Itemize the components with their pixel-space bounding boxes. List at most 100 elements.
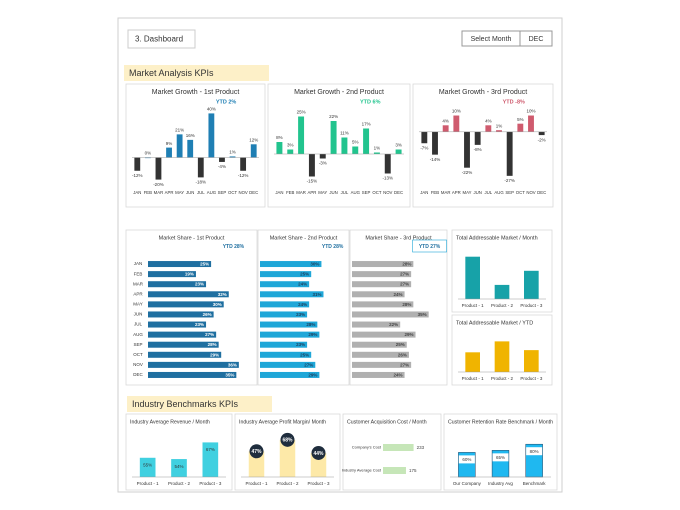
value-label: 4%: [442, 118, 449, 123]
chart-title: Market Share - 2nd Product: [270, 235, 338, 241]
bar: [148, 341, 219, 348]
bar: [363, 128, 370, 154]
value-label: 31%: [312, 292, 321, 297]
value-label: 26%: [203, 312, 212, 317]
bar: [176, 134, 183, 158]
bar: [352, 361, 412, 368]
bar: [144, 157, 151, 159]
x-tick-label: Our Company: [453, 481, 482, 486]
x-tick-label: Product - 3: [307, 481, 330, 486]
value-label: 24%: [394, 372, 403, 377]
bar: [148, 331, 217, 338]
value-label: 8%: [276, 135, 283, 140]
value-label: 29%: [210, 352, 219, 357]
label-badge: [249, 444, 264, 459]
bar: [148, 271, 196, 278]
value-label: 25%: [300, 272, 309, 277]
x-tick-label: DEC: [537, 190, 546, 195]
ytd-label: YTD 27%: [419, 244, 441, 250]
bar: [250, 144, 257, 158]
chart-panel: [342, 413, 442, 491]
bar: [139, 457, 156, 477]
x-tick-label: APR: [307, 190, 316, 195]
value-label: 22%: [389, 322, 398, 327]
select-month-label[interactable]: Select Month: [471, 36, 512, 43]
value-label: 23%: [296, 312, 305, 317]
value-label: 29%: [308, 372, 317, 377]
bar: [148, 301, 224, 308]
bar: [148, 361, 239, 368]
value-label: -14%: [430, 157, 441, 162]
x-tick-label: MAR: [154, 190, 164, 195]
section-label: Industry Benchmarks KPIs: [132, 399, 239, 409]
x-tick-label: JUL: [485, 190, 493, 195]
value-label: 30%: [213, 302, 222, 307]
x-tick-label: Product - 2: [168, 481, 191, 486]
y-tick-label: OCT: [133, 352, 143, 357]
chart-title: Market Share - 3rd Product: [365, 235, 432, 241]
bar: [219, 157, 225, 162]
value-label: 11%: [340, 131, 349, 136]
bar: [524, 270, 539, 299]
chart-panel: [125, 229, 258, 386]
bar: [352, 331, 416, 338]
bar: [352, 371, 405, 378]
value-label: 23%: [296, 342, 305, 347]
x-tick-label: JUL: [197, 190, 205, 195]
bar: [260, 291, 324, 298]
chart-panel: [257, 229, 350, 386]
chart-title: Market Growth - 3rd Product: [439, 89, 527, 96]
x-tick-label: MAY: [318, 190, 327, 195]
x-tick-label: AUG: [207, 190, 217, 195]
y-tick-label: JUL: [134, 322, 142, 327]
bar: [442, 125, 449, 132]
bar: [202, 442, 219, 477]
bar: [485, 125, 492, 132]
chart-title: Customer Acquisition Cost / Month: [347, 419, 427, 425]
x-tick-label: APR: [165, 190, 174, 195]
x-tick-label: OCT: [228, 190, 237, 195]
y-tick-label: APR: [133, 291, 143, 296]
value-label: 21%: [175, 128, 184, 133]
value-label: 28%: [402, 262, 411, 267]
month-box[interactable]: [519, 30, 553, 47]
value-label: -8%: [474, 147, 482, 152]
bar: [465, 256, 480, 299]
x-tick-label: FEB: [431, 190, 439, 195]
value-label: 30%: [310, 262, 319, 267]
bar: [496, 130, 502, 132]
bar: [229, 156, 236, 158]
x-tick-label: JAN: [420, 190, 428, 195]
label-badge: [311, 445, 326, 460]
x-tick-label: SEP: [218, 190, 227, 195]
value-label: 28%: [402, 302, 411, 307]
bar: [528, 115, 534, 132]
bar: [352, 271, 412, 278]
x-tick-label: JUN: [473, 190, 481, 195]
section-label-bg: [124, 65, 269, 81]
bar: [260, 321, 318, 328]
x-tick-label: MAY: [175, 190, 184, 195]
chart-title: Market Growth - 2nd Product: [294, 89, 384, 96]
bar: [474, 131, 481, 145]
y-tick-label: SEP: [133, 342, 142, 347]
value-label: 24%: [394, 292, 403, 297]
label-badge: [280, 432, 295, 447]
x-tick-label: FEB: [144, 190, 152, 195]
value-label: 28%: [306, 322, 315, 327]
chart-panel: [349, 229, 448, 386]
bar: [494, 341, 510, 372]
bar: [260, 301, 310, 308]
x-tick-label: JUN: [186, 190, 194, 195]
value-label: 35%: [418, 312, 427, 317]
chart-title: Industry Average Revenue / Month: [130, 419, 210, 425]
x-tick-label: OCT: [372, 190, 381, 195]
value-label: 1%: [374, 146, 381, 151]
x-tick-label: Product - 1: [462, 376, 485, 381]
value-label: 24%: [298, 282, 307, 287]
bar: [319, 154, 326, 159]
bar: [166, 147, 172, 158]
value-label: 80%: [530, 449, 539, 454]
month-value[interactable]: DEC: [529, 36, 544, 43]
section-label-bg: [127, 396, 272, 412]
